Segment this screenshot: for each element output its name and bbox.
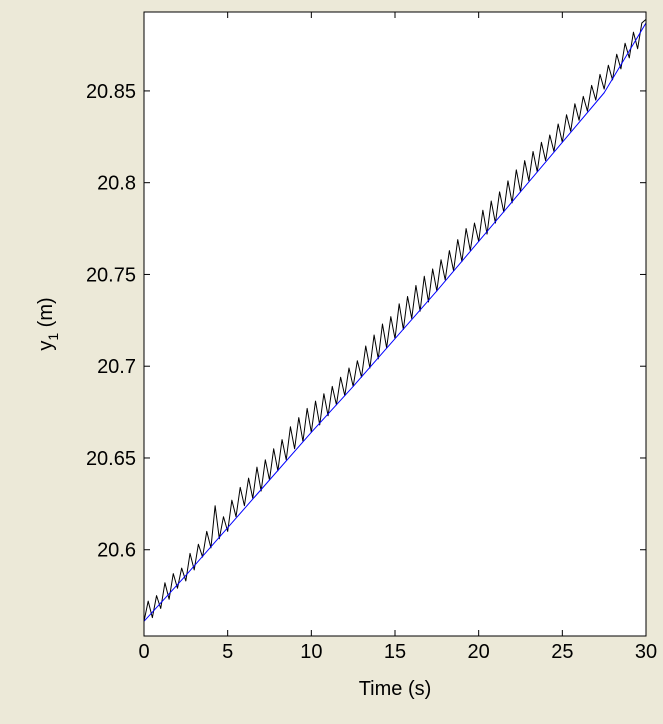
series-line-2 <box>143 22 647 622</box>
y-tick-label: 20.65 <box>86 448 136 470</box>
x-tick-label: 15 <box>384 641 406 663</box>
x-tick-label: 30 <box>635 641 657 663</box>
y-tick-label: 20.6 <box>97 540 136 562</box>
x-tick-label: 0 <box>138 641 149 663</box>
x-tick-label: 10 <box>300 641 322 663</box>
y-tick-label: 20.7 <box>97 356 136 378</box>
y-tick-label: 20.85 <box>86 81 136 103</box>
x-tick-label: 5 <box>222 641 233 663</box>
series-layer <box>143 18 647 622</box>
x-axis-label: Time (s) <box>359 678 432 700</box>
y-tick-label: 20.8 <box>97 173 136 195</box>
x-tick-label: 20 <box>468 641 490 663</box>
y-tick-label: 20.75 <box>86 264 136 286</box>
y-axis-label-subscript: 1 <box>45 333 61 341</box>
plot-area <box>144 12 646 636</box>
y-axis-label-rest: (m) <box>35 297 57 333</box>
tick-layer: 0 5 10 15 20 25 30 20.6 20.65 20.7 20.75 20.8 20.85 <box>86 12 657 663</box>
y-axis-label: y1 (m) <box>35 297 61 350</box>
y-axis-label-base: y <box>35 341 57 351</box>
x-tick-label: 25 <box>551 641 573 663</box>
